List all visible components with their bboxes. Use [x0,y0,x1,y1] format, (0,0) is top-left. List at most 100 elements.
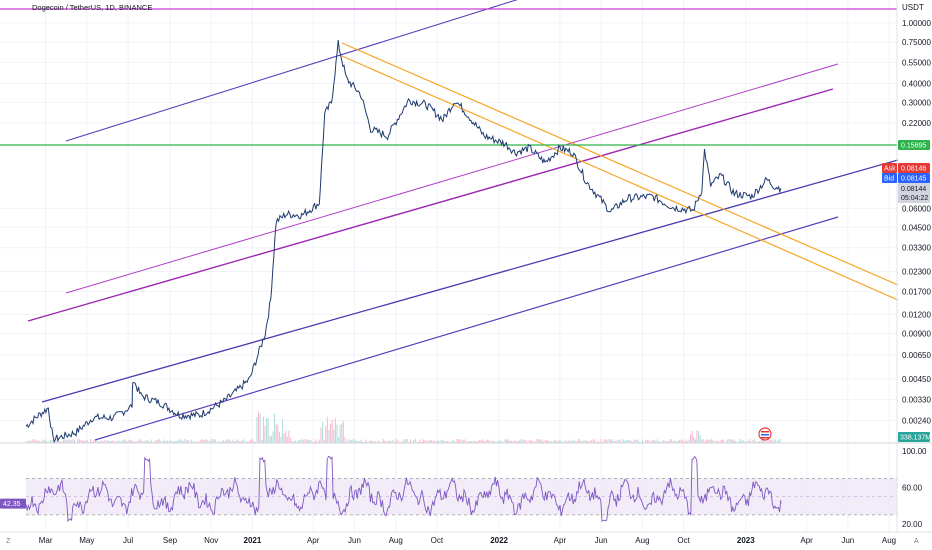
volume-bar [539,439,541,443]
volume-bar [664,440,666,443]
volume-tag-bg [898,432,930,442]
volume-bar [547,440,549,443]
volume-bar [774,439,776,443]
time-axis[interactable]: Mar May Jul Sep Nov 2021 Apr Jun Aug Oct 2022 Apr Ju… [39,536,896,545]
volume-bar [133,441,135,443]
volume-bar [235,440,237,443]
volume-bar [270,435,272,443]
volume-bar [554,439,556,443]
volume-bar [470,441,472,443]
volume-bar [213,439,215,443]
volume-bar [29,440,31,443]
volume-bar [293,441,295,443]
price-axis[interactable]: 1.00000 0.75000 0.55000 0.40000 0.30000 0.220… [902,19,931,425]
volume-bar [704,441,706,443]
volume-bar [368,441,370,443]
volume-bar [427,441,429,443]
volume-bar [501,441,503,443]
volume-bar [238,440,240,443]
volume-bar [251,439,253,443]
volume-bar [163,439,165,443]
bid-price-tag-label-bg [882,173,897,183]
volume-bar [398,441,400,443]
time-tick-label: Apr [554,536,567,545]
volume-bar [490,441,492,443]
volume-bar [613,440,615,443]
drawing-tools[interactable] [0,0,899,441]
volume-bar [402,441,404,443]
volume-bar [211,439,213,443]
volume-bar [386,441,388,443]
volume-bar [560,440,562,443]
volume-bar [405,439,407,443]
volume-bar [250,439,252,443]
volume-bar [507,439,509,443]
volume-bar [562,441,564,443]
volume-bar [246,441,248,443]
zoom-button-left[interactable]: Z [6,538,11,545]
volume-bar [283,433,285,443]
time-tick-label: Oct [431,536,444,545]
volume-bar [419,439,421,443]
flag-icon[interactable] [758,427,772,441]
volume-bar [694,439,696,443]
volume-bar [88,441,90,443]
volume-bar [712,439,714,443]
auto-scale-button[interactable]: A [914,538,919,545]
volume-bar [763,440,765,443]
volume-bar [458,439,460,443]
volume-bar [302,440,304,443]
volume-bar [43,439,45,443]
volume-bar [312,441,314,443]
volume-bar [648,439,650,443]
volume-bar [709,439,711,443]
green-line-price-tag-bg [898,140,930,150]
time-tick-label: 2022 [490,536,508,545]
volume-bar [618,440,620,443]
volume-bar [472,440,474,443]
volume-bar [216,441,218,443]
volume-bar [557,441,559,443]
volume-bar [32,439,34,443]
volume-bar [451,440,453,443]
volume-bar [155,439,157,443]
channel-line-top[interactable] [65,0,548,142]
volume-bar [605,439,607,443]
volume-bar [576,440,578,443]
countdown-timer: 05:04:22 [901,195,928,202]
volume-bar [139,439,141,443]
volume-bar [406,439,408,443]
price-tick-label: 0.01200 [902,310,931,319]
volume-bar [315,439,317,443]
volume-bar [635,440,637,443]
volume-bar [110,440,112,443]
ask-price-tag-bg [898,163,930,173]
price-tick-label: 0.00240 [902,416,931,425]
volume-bar [291,441,293,443]
volume-bar [579,439,581,443]
channel-line-mid[interactable] [41,159,899,403]
volume-bar [675,441,677,443]
volume-bar [301,439,303,443]
volume-bar [136,441,138,443]
volume-bar [310,440,312,443]
magenta-line-top[interactable] [65,63,839,294]
volume-bar [669,439,671,443]
volume-bar [518,440,520,443]
volume-bars [26,411,781,443]
orange-line-upper[interactable] [341,42,899,286]
last-price-tag: 0.08144 [901,186,926,193]
rsi-axis[interactable]: 100.00 60.00 20.00 42.35 [0,447,927,529]
volume-bar [461,440,463,443]
volume-bar [226,439,228,443]
volume-bar [685,439,687,443]
volume-bar [176,440,178,443]
volume-bar [149,441,151,443]
channel-line-bottom[interactable] [94,216,839,441]
volume-bar [72,439,74,443]
volume-bar [750,441,752,443]
magenta-line-mid[interactable] [27,88,834,322]
volume-bar [773,440,775,443]
orange-line-lower[interactable] [341,55,899,301]
